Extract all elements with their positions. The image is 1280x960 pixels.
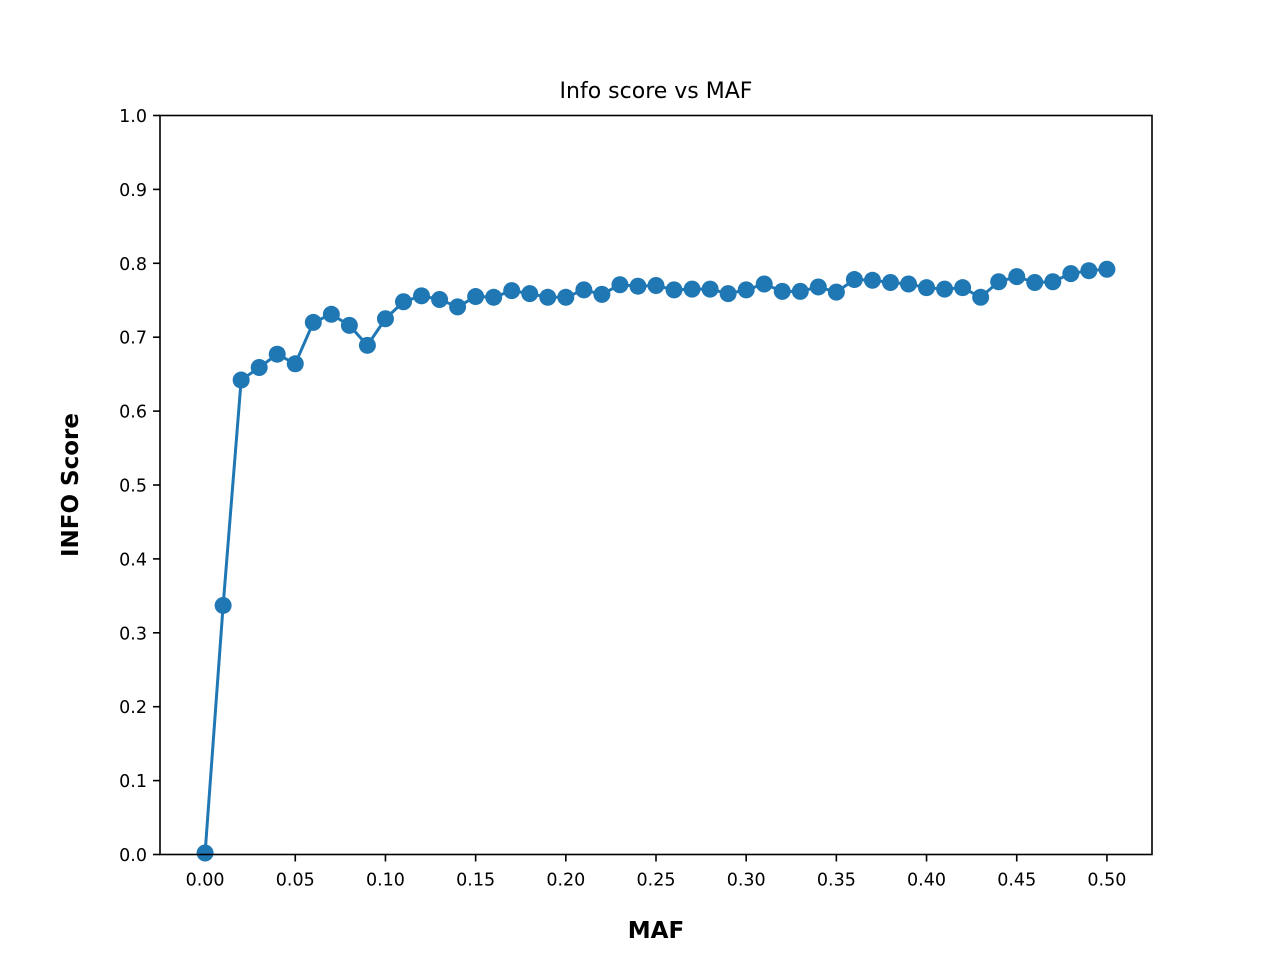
data-point bbox=[196, 844, 214, 862]
data-point bbox=[683, 280, 701, 298]
data-point bbox=[1062, 265, 1080, 283]
data-point bbox=[737, 281, 755, 299]
data-point bbox=[701, 280, 719, 298]
y-tick-label: 1.0 bbox=[119, 107, 147, 127]
y-tick-label: 0.2 bbox=[119, 698, 147, 718]
data-point bbox=[1098, 260, 1116, 278]
y-tick-label: 0.8 bbox=[119, 255, 147, 275]
x-tick-label: 0.20 bbox=[546, 871, 585, 891]
data-point bbox=[575, 281, 593, 299]
data-point bbox=[719, 285, 737, 303]
x-tick-label: 0.05 bbox=[276, 871, 315, 891]
plot-layer: 0.00 0.05 0.10 0.15 0.20 0.25 0.30 0.35 0.40 0.45… bbox=[119, 107, 1126, 891]
y-tick-label: 0.6 bbox=[119, 403, 147, 423]
data-point bbox=[881, 274, 899, 292]
data-point bbox=[521, 285, 539, 303]
data-point bbox=[322, 305, 340, 323]
y-tick-label: 0.5 bbox=[119, 477, 147, 497]
data-point bbox=[827, 283, 845, 301]
data-point bbox=[485, 288, 503, 306]
plot-frame bbox=[159, 114, 1153, 856]
data-point bbox=[863, 271, 881, 289]
data-point bbox=[1080, 262, 1098, 280]
data-point bbox=[954, 279, 972, 297]
y-tick-label: 0.7 bbox=[119, 329, 147, 349]
data-point bbox=[376, 310, 394, 328]
data-point bbox=[268, 345, 286, 363]
data-point bbox=[990, 273, 1008, 291]
data-point bbox=[936, 280, 954, 298]
x-tick-label: 0.00 bbox=[186, 871, 225, 891]
x-tick-label: 0.35 bbox=[817, 871, 856, 891]
y-axis-label: INFO Score bbox=[58, 413, 84, 557]
x-tick-label: 0.15 bbox=[456, 871, 495, 891]
y-tick-label: 0.3 bbox=[119, 624, 147, 644]
data-point bbox=[214, 596, 232, 614]
data-point bbox=[1008, 268, 1026, 286]
x-tick-label: 0.10 bbox=[366, 871, 405, 891]
x-tick-label: 0.40 bbox=[907, 871, 946, 891]
data-point bbox=[647, 276, 665, 294]
data-point bbox=[918, 279, 936, 297]
data-point bbox=[629, 277, 647, 295]
x-tick-label: 0.25 bbox=[637, 871, 676, 891]
data-point bbox=[539, 288, 557, 306]
data-point bbox=[449, 298, 467, 316]
x-tick-label: 0.50 bbox=[1087, 871, 1126, 891]
data-point bbox=[755, 275, 773, 293]
data-point bbox=[431, 291, 449, 309]
x-tick-label: 0.30 bbox=[727, 871, 766, 891]
data-point bbox=[809, 278, 827, 296]
data-point bbox=[358, 336, 376, 354]
data-point bbox=[900, 275, 918, 293]
data-point bbox=[557, 288, 575, 306]
y-tick-label: 0.9 bbox=[119, 181, 147, 201]
data-point bbox=[467, 288, 485, 306]
data-point bbox=[413, 287, 431, 305]
data-point bbox=[394, 293, 412, 311]
data-point bbox=[503, 282, 521, 300]
data-point bbox=[286, 355, 304, 373]
data-point bbox=[1044, 273, 1062, 291]
data-point bbox=[972, 288, 990, 306]
x-tick-label: 0.45 bbox=[997, 871, 1036, 891]
y-tick-label: 0.0 bbox=[119, 846, 147, 866]
y-tick-label: 0.1 bbox=[119, 772, 147, 792]
data-point bbox=[232, 371, 250, 389]
y-tick-label: 0.4 bbox=[119, 550, 147, 570]
data-point bbox=[665, 281, 683, 299]
data-point bbox=[773, 282, 791, 300]
data-point bbox=[250, 358, 268, 376]
data-point bbox=[611, 276, 629, 294]
data-point bbox=[340, 316, 358, 334]
x-axis-label: MAF bbox=[628, 918, 684, 944]
data-point bbox=[304, 313, 322, 331]
data-point bbox=[593, 285, 611, 303]
data-point bbox=[1026, 274, 1044, 292]
data-point bbox=[845, 271, 863, 289]
data-point bbox=[791, 282, 809, 300]
chart-title: Info score vs MAF bbox=[560, 79, 753, 104]
